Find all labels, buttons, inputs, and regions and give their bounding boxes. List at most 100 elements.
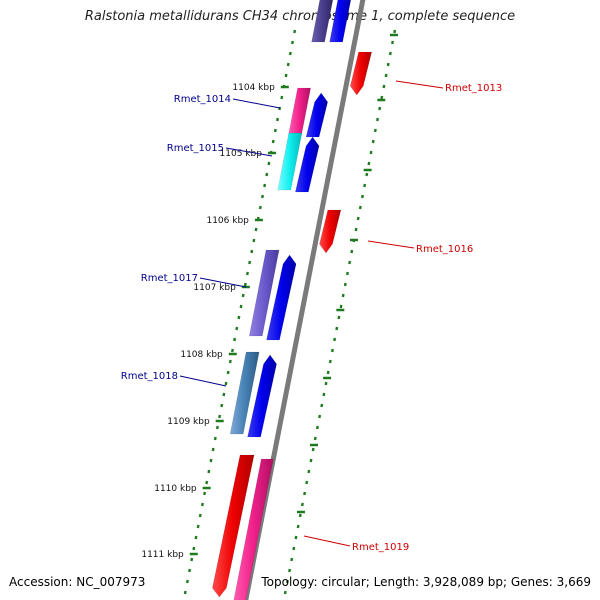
kbp-tick-label: 1109 kbp [167,417,210,427]
kbp-tick-label: 1107 kbp [193,283,236,293]
scale-dot [320,403,324,408]
gene-leader-rmet-1014 [232,98,281,109]
scale-dot [291,40,294,45]
scale-dot [183,590,187,595]
scale-dot [356,216,360,221]
gene-leader-rmet-1013 [395,80,444,89]
scale-dot [196,524,200,529]
gene-arrow-rmet-1017[interactable] [266,254,297,341]
scale-dot [271,139,275,144]
kbp-tick-label: 1111 kbp [141,550,184,560]
gene-bar-rmet-1019[interactable] [233,458,274,600]
scale-dot [367,161,371,166]
gene-leader-rmet-1015 [225,147,273,157]
scale-dot [324,381,328,386]
kbp-tick-label: 1108 kbp [180,350,223,360]
scale-dot [382,84,386,89]
scale-dot [194,535,198,540]
scale-dot [185,579,189,584]
scale-dot [254,227,258,232]
gene-label-rmet-1018[interactable]: Rmet_1018 [121,371,178,382]
scale-dot [386,62,390,67]
summary-text: Topology: circular; Length: 3,928,089 bp… [261,575,591,589]
scale-dot [288,51,292,56]
scale-dot [365,172,369,177]
scale-dot [348,260,352,265]
scale-dot [294,535,298,540]
right-scale-rail [283,29,397,595]
scale-dot [280,95,284,100]
scale-dot [218,414,222,419]
gene-label-rmet-1017[interactable]: Rmet_1017 [141,273,198,284]
gene-label-rmet-1019[interactable]: Rmet_1019 [352,542,409,553]
scale-dot [252,238,256,243]
scale-dot [313,436,317,441]
gene-bar-rmet-1015[interactable] [277,132,303,191]
scale-dot [305,480,309,485]
scale-dot [230,348,234,353]
gene-label-rmet-1013[interactable]: Rmet_1013 [445,83,502,94]
scale-dot [261,194,264,199]
kbp-tick-label: 1105 kbp [220,149,263,159]
gene-arrow-rmet-1015[interactable] [294,136,320,193]
gene-bar-top-colored[interactable] [311,0,334,43]
gene-label-rmet-1016[interactable]: Rmet_1016 [416,244,473,255]
scale-dot [376,117,379,122]
gene-arrow-rmet-1019[interactable] [212,454,255,598]
gene-label-rmet-1015[interactable]: Rmet_1015 [167,143,224,154]
scale-dot [224,381,228,386]
scale-dot [335,326,339,331]
left-scale-rail [183,29,297,595]
accession-text: Accession: NC_007973 [9,575,146,589]
scale-dot [209,458,213,463]
scale-dot [245,271,249,276]
scale-dot [369,150,373,155]
scale-dot [384,73,388,78]
scale-dot [213,436,217,441]
gene-bar-rmet-1017[interactable] [248,249,280,337]
scale-dot [326,370,330,375]
gene-label-rmet-1014[interactable]: Rmet_1014 [174,94,231,105]
scale-dot [276,117,279,122]
scale-dot [298,513,302,518]
scale-dot [267,161,271,166]
scale-dot [233,337,237,342]
scale-dot [241,293,245,298]
scale-dot [339,304,343,309]
kbp-tick-label: 1110 kbp [154,484,197,494]
scale-dot [190,557,194,562]
gene-leader-rmet-1019 [303,535,351,547]
scale-dot [220,403,224,408]
scale-dot [378,106,382,111]
scale-dot [311,447,315,452]
scale-dot [235,326,239,331]
scale-dot [226,370,230,375]
scale-dot [258,205,262,210]
scale-dot [358,205,362,210]
gene-bar-rmet-1014[interactable] [288,87,312,136]
scale-dot [303,491,307,496]
scale-dot [391,40,394,45]
scale-dot [328,359,332,364]
scale-dot [341,293,345,298]
gene-arrow-rmet-1013[interactable] [349,51,373,96]
scale-dot [315,425,319,430]
scale-dot [207,469,211,474]
scale-dot [393,29,397,34]
scale-dot [350,249,354,254]
scale-dot [248,260,252,265]
scale-dot [222,392,226,397]
gene-leader-rmet-1018 [179,375,227,387]
gene-arrow-top-forward[interactable] [329,0,352,43]
scale-dot [345,271,349,276]
scale-dot [284,73,288,78]
gene-arrow-rmet-1016[interactable] [319,209,342,254]
gene-arrow-rmet-1014[interactable] [305,92,328,138]
gene-bar-rmet-1018[interactable] [229,351,260,435]
scale-dot [322,392,326,397]
scale-dot [283,590,287,595]
scale-dot [290,557,294,562]
gene-arrow-rmet-1018[interactable] [247,354,277,438]
